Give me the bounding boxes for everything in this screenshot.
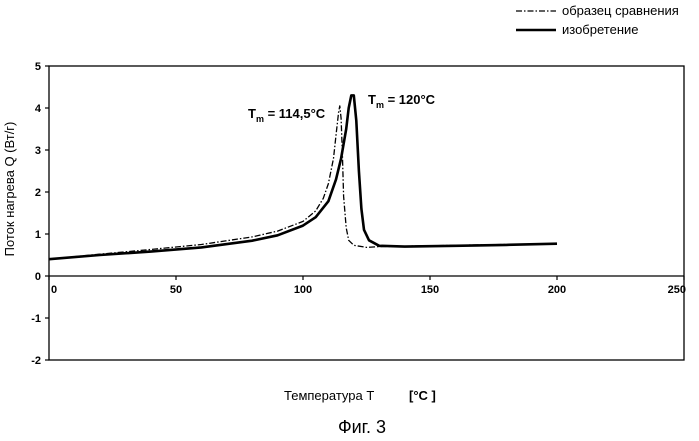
x-tick-label: 50 [170, 284, 182, 296]
x-tick-label: 250 [668, 284, 686, 296]
annotation-reference: Tm = 114,5°C [248, 106, 326, 124]
figure-caption: Фиг. 3 [338, 417, 386, 437]
y-tick-label: 0 [35, 271, 41, 283]
y-axis-label: Поток нагрева Q (Вт/г) [2, 122, 17, 257]
svg-text:Tm = 114,5°C: Tm = 114,5°C [248, 106, 326, 124]
y-tick-label: 4 [35, 103, 42, 115]
y-tick-label: 1 [35, 229, 41, 241]
legend: образец сравнения изобретение [516, 3, 679, 37]
annotation-reference-main: T [248, 106, 256, 121]
annotation-reference-sub: m [256, 114, 264, 124]
x-axis-unit: [°C ] [409, 388, 436, 403]
y-ticks: -2 -1 0 1 2 3 4 5 [31, 61, 49, 367]
y-tick-label: 5 [35, 61, 41, 73]
x-axis-label: Температура Т [284, 388, 374, 403]
x-tick-label: 150 [421, 284, 439, 296]
y-tick-label: 3 [35, 145, 41, 157]
annotation-reference-value: = 114,5°C [264, 106, 326, 121]
x-tick-label: 100 [294, 284, 312, 296]
y-tick-label: -2 [31, 355, 41, 367]
y-tick-label: 2 [35, 187, 41, 199]
x-ticks: 0 50 100 150 200 250 [49, 276, 686, 296]
annotation-invention-value: = 120°C [384, 92, 436, 107]
y-tick-label: -1 [31, 313, 41, 325]
x-tick-label: 200 [548, 284, 566, 296]
legend-label-invention: изобретение [562, 22, 639, 37]
annotation-invention-sub: m [376, 100, 384, 110]
annotation-invention-main: T [368, 92, 376, 107]
series-line-reference [49, 106, 557, 259]
legend-label-reference: образец сравнения [562, 3, 679, 18]
plot-frame [49, 66, 684, 360]
x-tick-label: 0 [51, 284, 57, 296]
annotation-invention: Tm = 120°C [368, 92, 436, 110]
svg-text:Tm = 120°C: Tm = 120°C [368, 92, 436, 110]
